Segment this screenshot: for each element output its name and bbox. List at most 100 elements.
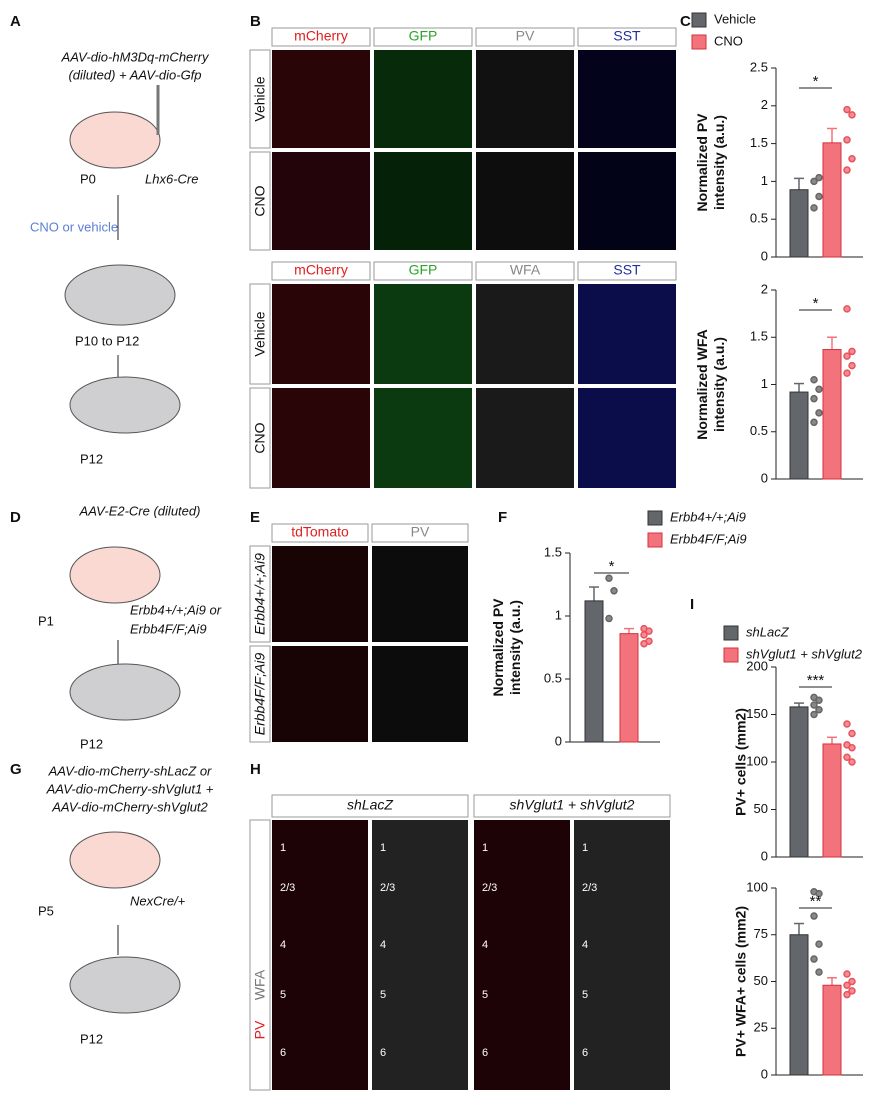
construct: (diluted) + AAV-dio-Gfp (68, 67, 201, 82)
data-point (848, 154, 856, 163)
data-point (810, 177, 818, 186)
row-label: Vehicle (252, 311, 268, 356)
header-box (271, 261, 371, 281)
layer-label: 2/3 (280, 882, 295, 894)
bar (789, 934, 809, 1076)
bar (584, 600, 604, 743)
channel: WFA (252, 969, 268, 1000)
age: P0 (80, 171, 96, 186)
y-tick-label: 50 (754, 973, 768, 988)
panel-h: shLacZ shVglut1 + shVglut2 PV WFA (249, 794, 671, 1091)
layer-label: 6 (280, 1047, 286, 1059)
data-point (848, 361, 856, 370)
construct: AAV-dio-mCherry-shVglut1 + (46, 781, 214, 796)
row-box (249, 645, 271, 743)
bar (619, 633, 639, 743)
row-label: CNO (252, 185, 268, 216)
significance: ** (810, 893, 822, 910)
y-tick-label: 2 (761, 281, 768, 296)
layer-label: 1 (582, 842, 588, 854)
header-box (475, 261, 575, 281)
layer-label: 4 (380, 939, 386, 951)
bar (789, 391, 809, 480)
legend-label: Erbb4F/F;Ai9 (670, 531, 747, 546)
y-tick-label: 1 (761, 173, 768, 188)
data-point (843, 136, 851, 144)
y-axis-label: intensity (a.u.) (711, 115, 727, 210)
y-axis-label: PV+ cells (mm2) (733, 708, 749, 816)
condition: shLacZ (347, 797, 393, 813)
data-point (810, 955, 818, 963)
data-point (843, 981, 851, 989)
construct: AAV-E2-Cre (diluted) (79, 503, 201, 518)
panel-g: AAV-dio-mCherry-shLacZ or AAV-dio-mCherr… (38, 763, 214, 1046)
legend-label: Erbb4+/+;Ai9 (670, 509, 746, 524)
layer-label: 1 (380, 842, 386, 854)
significance: * (813, 73, 819, 90)
y-axis-label: Normalized PV (490, 598, 506, 697)
age: P5 (38, 903, 54, 918)
y-tick-label: 0 (555, 733, 562, 748)
y-tick-label: 0.5 (544, 670, 562, 685)
channel: PV (516, 28, 535, 44)
data-point (848, 758, 856, 766)
layer-label: 1 (280, 842, 286, 854)
data-point (815, 706, 823, 714)
data-point (815, 940, 823, 948)
data-point (815, 192, 823, 201)
y-tick-label: 1 (761, 376, 768, 391)
age: P12 (80, 736, 103, 751)
y-axis-label: PV+ WFA+ cells (mm2) (733, 906, 749, 1057)
layer-label: 5 (482, 989, 488, 1001)
y-tick-label: 2 (761, 97, 768, 112)
channel: tdTomato (291, 524, 349, 540)
data-point (843, 305, 851, 313)
y-tick-label: 100 (746, 753, 768, 768)
y-tick-label: 0 (761, 248, 768, 263)
y-axis-label: Normalized PV (694, 113, 710, 212)
data-point (815, 173, 823, 182)
panel-label: B (250, 13, 261, 30)
header-box (577, 261, 677, 281)
channel: GFP (409, 262, 438, 278)
legend-label: shLacZ (746, 624, 790, 639)
data-point (843, 970, 851, 978)
channel: mCherry (294, 28, 348, 44)
age: P10 to P12 (75, 333, 139, 348)
data-point (848, 744, 856, 752)
y-tick-label: 2.5 (750, 59, 768, 74)
layer-label: 5 (582, 989, 588, 1001)
construct: AAV-dio-hM3Dq-mCherry (61, 49, 210, 64)
data-point (810, 710, 818, 719)
row-box (249, 49, 271, 149)
condition: shVglut1 + shVglut2 (510, 797, 635, 813)
panel-b: mCherry GFP PV SST Vehicle CNO mCherry G… (249, 27, 677, 489)
legend-swatch (691, 12, 707, 28)
header-box (371, 523, 469, 543)
header-box (271, 794, 469, 818)
data-point (843, 352, 851, 360)
age: P12 (80, 451, 103, 466)
data-point (848, 729, 856, 738)
legend-swatch (691, 34, 707, 50)
layer-label: 2/3 (582, 882, 597, 894)
row-box (249, 819, 271, 1091)
layer-label: 4 (582, 939, 588, 951)
channel: PV (252, 1020, 268, 1039)
layer-label: 6 (380, 1047, 386, 1059)
row-box (249, 151, 271, 251)
data-point (848, 977, 856, 986)
data-point (810, 418, 818, 427)
data-point (810, 394, 818, 403)
data-point (843, 753, 851, 761)
panel-label: C (680, 13, 691, 30)
age: P12 (80, 1031, 103, 1046)
y-tick-label: 25 (754, 1020, 768, 1035)
layer-label: 6 (582, 1047, 588, 1059)
panel-label: E (250, 509, 260, 526)
bar (789, 189, 809, 258)
legend-swatch (723, 625, 739, 641)
channel: SST (613, 28, 641, 44)
bar (822, 984, 842, 1076)
data-point (848, 347, 856, 356)
